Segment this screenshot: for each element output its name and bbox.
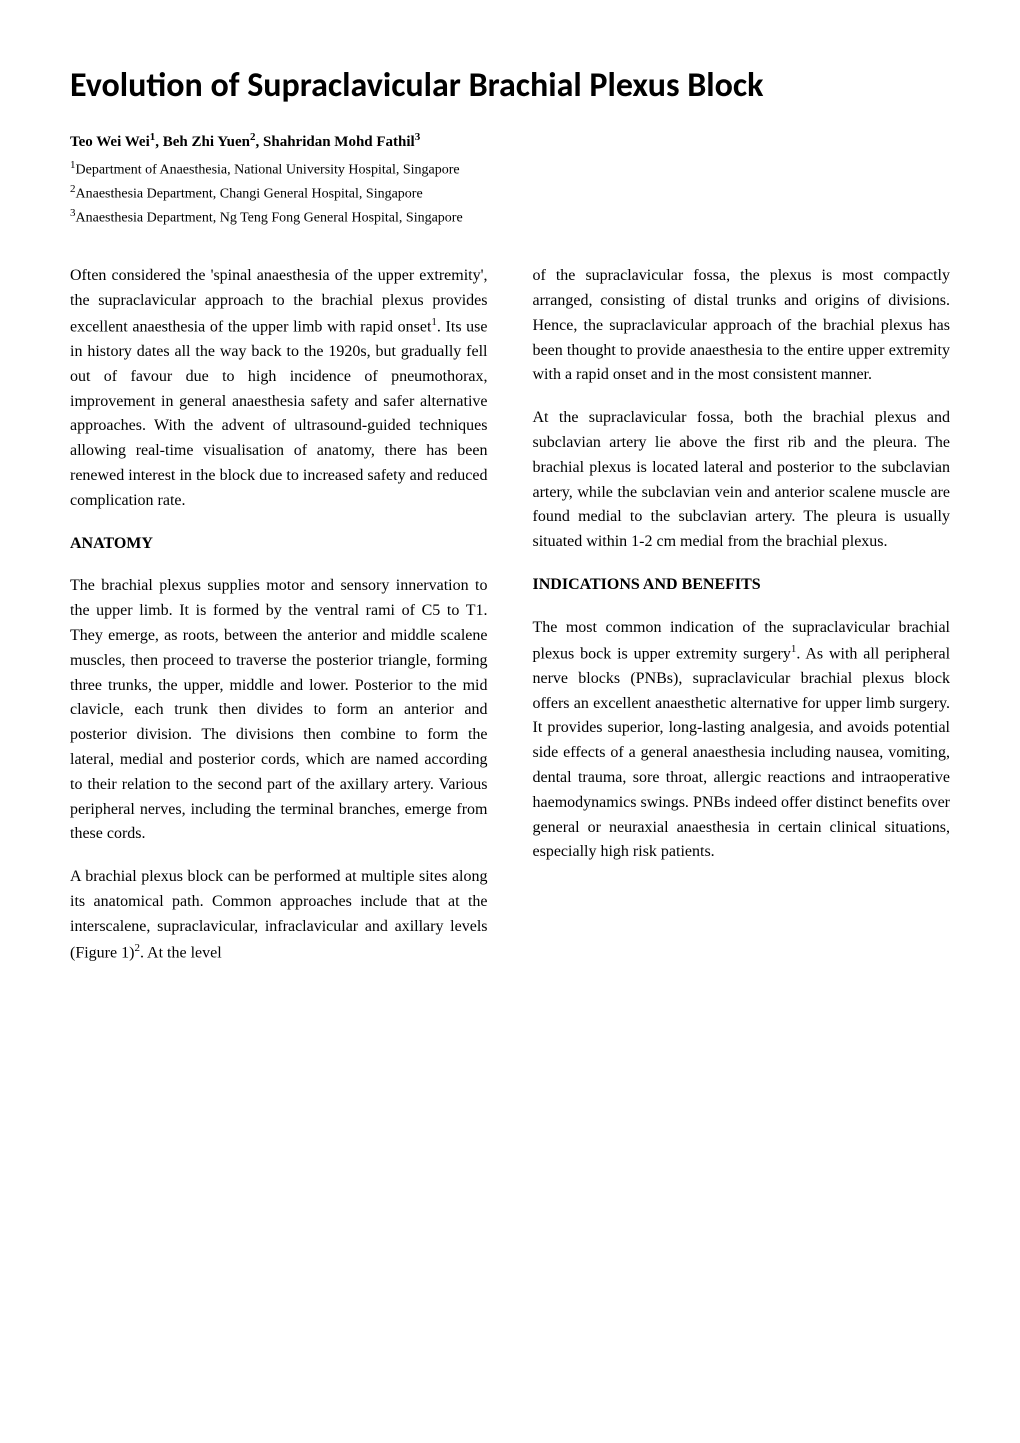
affiliation-2: 2Anaesthesia Department, Changi General … [70, 182, 950, 204]
affiliation-1-text: Department of Anaesthesia, National Univ… [76, 162, 460, 177]
affiliation-1: 1Department of Anaesthesia, National Uni… [70, 158, 950, 180]
anatomy-continuation-2: At the supraclavicular fossa, both the b… [533, 406, 951, 555]
anatomy-para-2: A brachial plexus block can be performed… [70, 865, 488, 966]
indications-heading: INDICATIONS AND BENEFITS [533, 573, 951, 598]
two-column-layout: Often considered the 'spinal anaesthesia… [70, 264, 950, 983]
authors-line: Teo Wei Wei1, Beh Zhi Yuen2, Shahridan M… [70, 129, 950, 154]
anatomy-heading: ANATOMY [70, 532, 488, 557]
affiliation-3: 3Anaesthesia Department, Ng Teng Fong Ge… [70, 206, 950, 228]
paper-title: Evolution of Supraclavicular Brachial Pl… [70, 60, 950, 111]
right-column: of the supraclavicular fossa, the plexus… [533, 264, 951, 983]
affiliations-block: 1Department of Anaesthesia, National Uni… [70, 158, 950, 229]
intro-paragraph: Often considered the 'spinal anaesthesia… [70, 264, 488, 513]
left-column: Often considered the 'spinal anaesthesia… [70, 264, 488, 983]
anatomy-para-1: The brachial plexus supplies motor and s… [70, 574, 488, 847]
anatomy-continuation-1: of the supraclavicular fossa, the plexus… [533, 264, 951, 388]
affiliation-3-text: Anaesthesia Department, Ng Teng Fong Gen… [76, 211, 463, 226]
indications-para-1: The most common indication of the suprac… [533, 616, 951, 865]
affiliation-2-text: Anaesthesia Department, Changi General H… [76, 186, 423, 201]
